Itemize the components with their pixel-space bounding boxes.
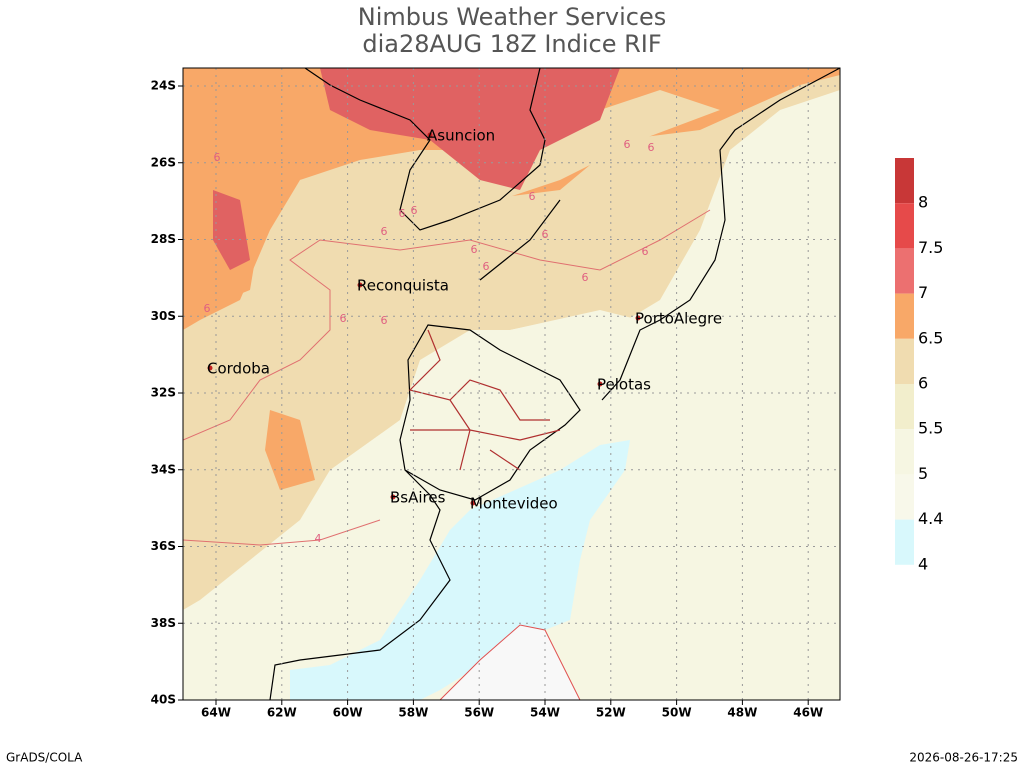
city-marker bbox=[635, 315, 641, 321]
lat-label: 38S bbox=[151, 616, 176, 630]
colorbar-label: 6 bbox=[918, 374, 928, 393]
colorbar-swatch bbox=[895, 519, 914, 565]
contour-lines bbox=[183, 209, 711, 546]
contour-label: 6 bbox=[529, 190, 536, 203]
contour-label: 6 bbox=[582, 271, 589, 284]
lat-label: 26S bbox=[151, 155, 176, 169]
lon-label: 56W bbox=[464, 706, 494, 720]
lat-label: 30S bbox=[151, 309, 176, 323]
contour-label: 6 bbox=[542, 228, 549, 241]
lon-label: 54W bbox=[530, 706, 560, 720]
footer-right: 2026-08-26-17:25 bbox=[909, 751, 1018, 765]
lon-label: 52W bbox=[596, 706, 626, 720]
city-label: Pelotas bbox=[597, 376, 651, 394]
lon-label: 64W bbox=[201, 706, 231, 720]
contour-label: 6 bbox=[381, 225, 388, 238]
title: Nimbus Weather Services bbox=[358, 3, 666, 31]
coastline-borders bbox=[269, 68, 840, 700]
contour-label: 6 bbox=[471, 243, 478, 256]
colorbar-swatch bbox=[895, 293, 914, 339]
field-4 bbox=[290, 440, 630, 700]
city-marker bbox=[597, 381, 603, 387]
contour-label: 6 bbox=[642, 245, 649, 258]
field-65 bbox=[183, 68, 840, 330]
colorbar-label: 5.5 bbox=[918, 419, 943, 438]
lat-label: 28S bbox=[151, 232, 176, 246]
field-7 bbox=[320, 68, 620, 190]
map-field bbox=[183, 68, 840, 700]
field-6 bbox=[183, 68, 840, 610]
city-label: Cordoba bbox=[207, 360, 270, 378]
colorbar-label: 7 bbox=[918, 283, 928, 302]
lat-label: 24S bbox=[151, 79, 176, 93]
lon-label: 62W bbox=[267, 706, 297, 720]
colorbar-label: 6.5 bbox=[918, 328, 943, 347]
plot-frame bbox=[182, 67, 841, 701]
city-label: Reconquista bbox=[357, 277, 449, 295]
graticule: 24S 26S 28S 30S 32S 34S 36S 38S 40S 64W 62W 60W 58W 5… bbox=[151, 68, 840, 720]
colorbar-swatch bbox=[895, 158, 914, 204]
colorbar: 8 7.5 7 6.5 6 5.5 5 4.4 4 bbox=[895, 158, 943, 573]
field-7b bbox=[213, 190, 250, 270]
colorbar-swatch bbox=[895, 248, 914, 294]
colorbar-swatch bbox=[895, 474, 914, 520]
lat-label: 34S bbox=[151, 462, 176, 476]
contour-label: 6 bbox=[399, 207, 406, 220]
contour-label: 6 bbox=[214, 151, 221, 164]
contour-label: 6 bbox=[340, 312, 347, 325]
colorbar-swatch bbox=[895, 384, 914, 430]
contour-label: 6 bbox=[381, 314, 388, 327]
city-label: PortoAlegre bbox=[635, 310, 722, 328]
colorbar-label: 5 bbox=[918, 464, 928, 483]
footer-left: GrADS/COLA bbox=[6, 751, 83, 765]
city-label: Asuncion bbox=[427, 127, 495, 145]
contour-label: 6 bbox=[648, 141, 655, 154]
department-borders bbox=[408, 329, 561, 471]
contour-label: 6 bbox=[624, 138, 631, 151]
contour-label: 6 bbox=[483, 260, 490, 273]
contour-label: 6 bbox=[204, 302, 211, 315]
city-label: BsAires bbox=[390, 489, 446, 507]
city-marker bbox=[207, 365, 213, 371]
lat-label: 32S bbox=[151, 386, 176, 400]
colorbar-label: 7.5 bbox=[918, 238, 943, 257]
subtitle: dia28AUG 18Z Indice RIF bbox=[362, 30, 661, 58]
lat-label: 40S bbox=[151, 693, 176, 707]
colorbar-label: 8 bbox=[918, 193, 928, 212]
colorbar-swatch bbox=[895, 338, 914, 384]
colorbar-label: 4 bbox=[918, 554, 928, 573]
lon-label: 58W bbox=[398, 706, 428, 720]
lon-label: 46W bbox=[793, 706, 823, 720]
colorbar-label: 4.4 bbox=[918, 509, 943, 528]
contour-label: 6 bbox=[411, 204, 418, 217]
lon-label: 60W bbox=[333, 706, 363, 720]
city-marker bbox=[427, 132, 433, 138]
city-label: Montevideo bbox=[470, 495, 558, 513]
contour-label: 4 bbox=[315, 532, 322, 545]
lat-label: 36S bbox=[151, 539, 176, 553]
city-marker bbox=[357, 282, 363, 288]
colorbar-swatch bbox=[895, 203, 914, 249]
city-marker bbox=[390, 494, 396, 500]
lon-label: 50W bbox=[662, 706, 692, 720]
field-5 bbox=[480, 310, 640, 440]
lon-label: 48W bbox=[727, 706, 757, 720]
city-marker bbox=[470, 500, 476, 506]
colorbar-swatch bbox=[895, 429, 914, 475]
